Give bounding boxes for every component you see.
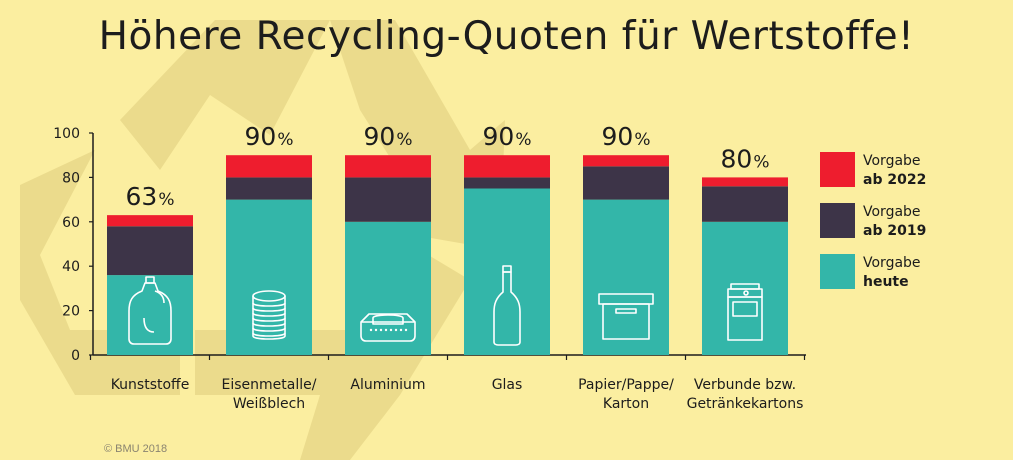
category-label: Karton (603, 396, 649, 412)
legend-label-line2: heute (863, 274, 909, 290)
legend-swatch-2022 (820, 152, 855, 187)
category-label: Getränkekartons (687, 396, 804, 412)
beverage-carton-icon (727, 283, 763, 341)
bar-segment-2022 (702, 177, 788, 187)
legend-label-line2: ab 2022 (863, 172, 927, 188)
page-title: Höhere Recycling-Quoten für Wertstoffe! (98, 14, 915, 59)
legend-item-heute: Vorgabe heute (820, 254, 1010, 294)
bar-value-label: 90% (483, 122, 532, 151)
legend-label-line2: ab 2019 (863, 223, 927, 239)
bar-value-label: 63% (126, 182, 175, 211)
bar-segment-heute (345, 221, 431, 355)
bar-segment-2022 (226, 155, 312, 178)
y-tick-label: 100 (53, 126, 80, 142)
bar-segment-2022 (345, 155, 431, 178)
bar-segment-2019 (345, 177, 431, 222)
bar-segment-2019 (583, 166, 669, 200)
y-tick-label: 40 (62, 259, 80, 275)
bar-value-label: 90% (602, 122, 651, 151)
y-tick-label: 60 (62, 215, 80, 231)
legend-item-2022: Vorgabe ab 2022 (820, 152, 1010, 192)
bar-segment-2022 (464, 155, 550, 178)
aluminium-tray-icon (360, 313, 416, 342)
legend-swatch-heute (820, 254, 855, 289)
bar-value-label: 90% (364, 122, 413, 151)
bar-segment-2022 (107, 215, 193, 227)
y-tick-label: 20 (62, 304, 80, 320)
legend-label-line1: Vorgabe (863, 204, 921, 220)
category-label: Glas (492, 377, 523, 393)
category-label: Papier/Pappe/ (578, 377, 674, 393)
copyright-notice: © BMU 2018 (104, 443, 168, 455)
legend-swatch-2019 (820, 203, 855, 238)
category-label: Aluminium (350, 377, 425, 393)
bar-segment-2019 (464, 177, 550, 189)
can-icon (252, 290, 286, 340)
bar-segment-heute (583, 199, 669, 355)
bar-segment-2019 (226, 177, 312, 200)
category-label: Verbunde bzw. (694, 377, 796, 393)
bar-segment-heute (226, 199, 312, 355)
legend-item-2019: Vorgabe ab 2019 (820, 203, 1010, 243)
bar-segment-2019 (107, 226, 193, 276)
bar-segment-2019 (702, 186, 788, 222)
category-label: Weißblech (233, 396, 305, 412)
category-label: Eisenmetalle/ (222, 377, 317, 393)
cardboard-box-icon (598, 293, 654, 340)
bar-segment-2022 (583, 155, 669, 167)
bar-value-label: 80% (721, 144, 770, 173)
category-label: Kunststoffe (111, 377, 190, 393)
bar-segment-heute (107, 275, 193, 355)
glass-bottle-icon (493, 265, 521, 346)
bar-value-label: 90% (245, 122, 294, 151)
bottle-icon (128, 276, 172, 345)
legend-label-line1: Vorgabe (863, 255, 921, 271)
y-tick-label: 0 (71, 348, 80, 364)
legend-label-line1: Vorgabe (863, 153, 921, 169)
y-tick-label: 80 (62, 170, 80, 186)
